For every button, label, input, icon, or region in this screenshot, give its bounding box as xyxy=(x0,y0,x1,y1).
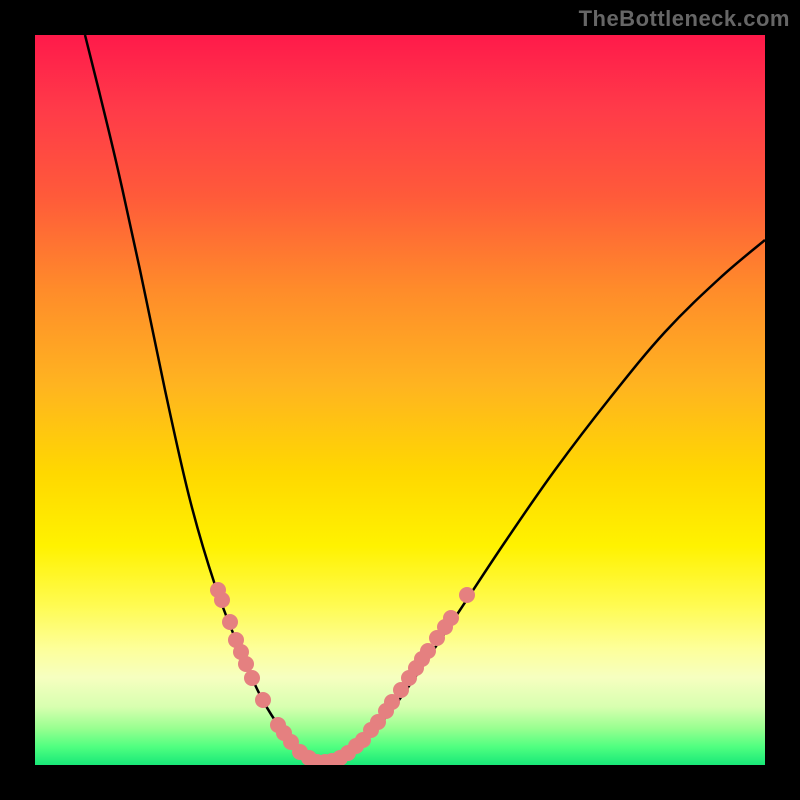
bottleneck-chart xyxy=(0,0,800,800)
data-marker xyxy=(238,656,254,672)
plot-background xyxy=(35,35,765,765)
data-marker xyxy=(420,643,436,659)
watermark-label: TheBottleneck.com xyxy=(579,6,790,32)
data-marker xyxy=(222,614,238,630)
data-marker xyxy=(459,587,475,603)
chart-root: TheBottleneck.com { "watermark": { "text… xyxy=(0,0,800,800)
data-marker xyxy=(255,692,271,708)
data-marker xyxy=(443,610,459,626)
data-marker xyxy=(214,592,230,608)
data-marker xyxy=(244,670,260,686)
